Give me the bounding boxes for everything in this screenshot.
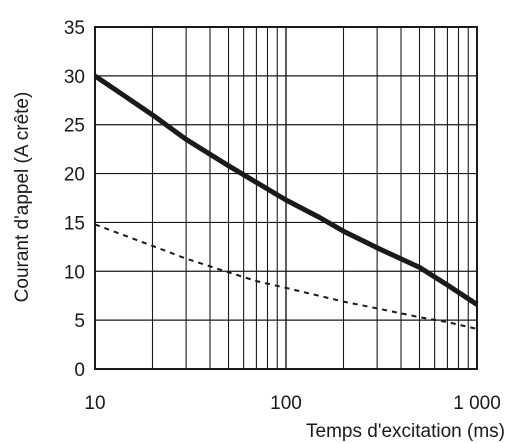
y-tick-label: 35 xyxy=(64,18,85,39)
x-tick-label: 100 xyxy=(270,393,302,414)
y-axis-ticks: 0 5 10 15 20 25 30 35 xyxy=(64,18,85,381)
y-tick-label: 25 xyxy=(64,116,85,137)
x-tick-label: 10 xyxy=(84,393,105,414)
series-line-dashed xyxy=(94,223,478,330)
x-tick-label: 1 000 xyxy=(453,393,501,414)
plot-frame xyxy=(94,26,478,370)
y-tick-label: 20 xyxy=(64,165,85,186)
series-line-solid xyxy=(93,73,479,307)
x-axis-label: Temps d'excitation (ms) xyxy=(306,421,505,442)
x-axis-ticks: 10 100 1 000 xyxy=(84,393,500,414)
y-axis-label: Courant d'appel (A crête) xyxy=(12,92,33,303)
series-layer xyxy=(93,73,479,330)
y-tick-label: 10 xyxy=(64,262,85,283)
y-tick-label: 15 xyxy=(64,213,85,234)
y-tick-label: 30 xyxy=(64,67,85,88)
y-tick-label: 5 xyxy=(74,311,85,332)
y-tick-label: 0 xyxy=(74,360,85,381)
